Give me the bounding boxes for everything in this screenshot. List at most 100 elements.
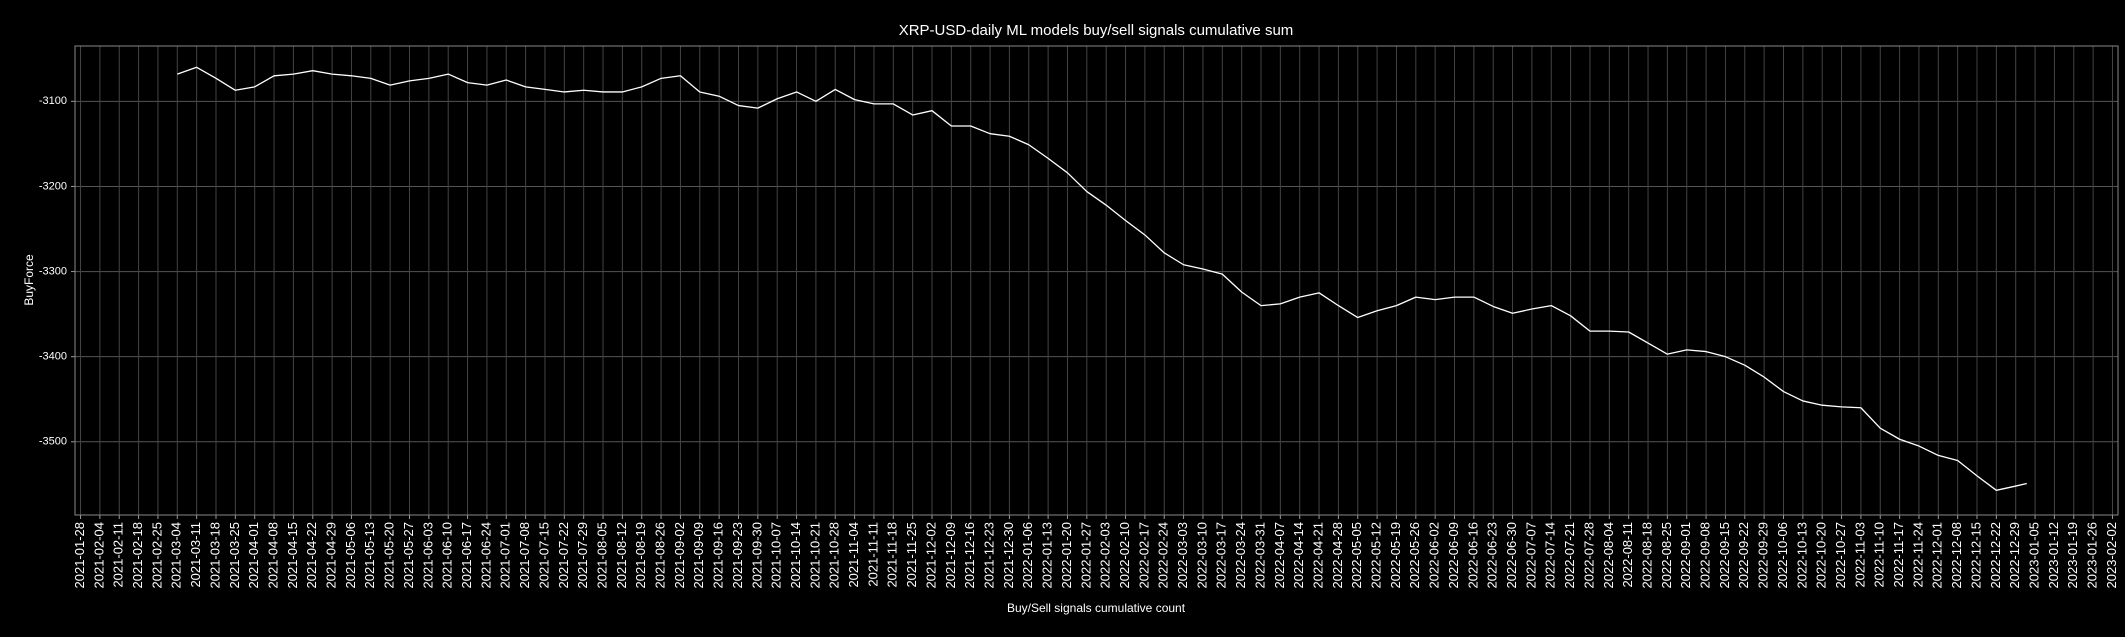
x-tick-label: 2021-03-11 — [188, 522, 203, 588]
x-tick-label: 2021-03-18 — [207, 522, 222, 589]
x-tick-label: 2021-12-23 — [982, 522, 997, 589]
x-tick-label: 2021-07-15 — [536, 522, 551, 589]
x-tick-label: 2022-06-16 — [1465, 522, 1480, 589]
x-tick-label: 2021-05-13 — [362, 522, 377, 589]
x-tick-label: 2021-12-30 — [1001, 522, 1016, 589]
y-tick-label: -3300 — [39, 265, 67, 277]
x-tick-label: 2021-03-04 — [169, 522, 184, 589]
x-tick-label: 2022-11-17 — [1891, 522, 1906, 588]
x-tick-label: 2022-04-07 — [1272, 522, 1287, 589]
x-tick-label: 2021-09-02 — [672, 522, 687, 589]
x-tick-label: 2021-11-04 — [846, 522, 861, 588]
x-tick-label: 2022-10-13 — [1794, 522, 1809, 589]
x-tick-label: 2021-11-18 — [885, 522, 900, 588]
y-tick-label: -3400 — [39, 351, 67, 363]
x-tick-label: 2021-04-08 — [265, 522, 280, 589]
x-tick-label: 2022-12-01 — [1930, 522, 1945, 589]
chart-title: XRP-USD-daily ML models buy/sell signals… — [899, 22, 1294, 39]
x-tick-label: 2022-09-22 — [1736, 522, 1751, 589]
x-tick-label: 2021-02-25 — [149, 522, 164, 589]
x-tick-label: 2022-12-29 — [2007, 522, 2022, 589]
x-tick-label: 2021-04-22 — [304, 522, 319, 589]
x-tick-label: 2021-04-01 — [246, 522, 261, 589]
x-tick-label: 2022-06-30 — [1504, 522, 1519, 589]
x-tick-label: 2021-06-24 — [478, 522, 493, 589]
y-tick-label: -3100 — [39, 95, 67, 107]
x-tick-label: 2021-11-11 — [865, 522, 880, 587]
x-tick-label: 2022-07-07 — [1523, 522, 1538, 589]
x-tick-label: 2022-07-28 — [1581, 522, 1596, 589]
x-tick-label: 2021-07-22 — [556, 522, 571, 589]
x-tick-label: 2022-11-24 — [1910, 522, 1925, 588]
x-tick-label: 2021-02-18 — [130, 522, 145, 589]
x-tick-label: 2022-09-29 — [1756, 522, 1771, 589]
y-tick-label: -3200 — [39, 180, 67, 192]
x-tick-label: 2021-05-20 — [382, 522, 397, 589]
x-tick-label: 2021-09-09 — [691, 522, 706, 589]
x-tick-label: 2022-02-24 — [1156, 522, 1171, 589]
x-tick-label: 2022-09-08 — [1698, 522, 1713, 589]
x-tick-label: 2022-05-26 — [1407, 522, 1422, 589]
x-tick-label: 2022-11-03 — [1852, 522, 1867, 588]
x-tick-label: 2022-02-17 — [1136, 522, 1151, 589]
x-tick-label: 2021-04-15 — [285, 522, 300, 589]
x-tick-label: 2022-12-08 — [1949, 522, 1964, 589]
x-tick-label: 2023-01-05 — [2027, 522, 2042, 589]
x-tick-label: 2023-01-19 — [2065, 522, 2080, 589]
x-tick-label: 2022-08-04 — [1601, 522, 1616, 589]
x-tick-label: 2022-05-05 — [1349, 522, 1364, 589]
x-tick-label: 2021-09-30 — [749, 522, 764, 589]
x-tick-label: 2022-04-28 — [1330, 522, 1345, 589]
x-tick-label: 2022-03-31 — [1252, 522, 1267, 589]
x-tick-label: 2021-10-14 — [788, 522, 803, 589]
x-tick-label: 2022-09-01 — [1678, 522, 1693, 589]
x-tick-label: 2021-08-12 — [614, 522, 629, 589]
x-tick-label: 2021-12-16 — [962, 522, 977, 589]
plot-frame — [74, 45, 2119, 516]
x-tick-label: 2021-02-04 — [91, 522, 106, 589]
x-tick-label: 2022-06-09 — [1446, 522, 1461, 589]
x-tick-label: 2022-01-20 — [1059, 522, 1074, 589]
x-tick-label: 2021-10-21 — [807, 522, 822, 589]
y-axis-label: BuyForce — [22, 254, 36, 306]
x-tick-label: 2022-07-14 — [1543, 522, 1558, 589]
x-tick-label: 2022-08-18 — [1639, 522, 1654, 589]
x-tick-label: 2021-07-29 — [575, 522, 590, 589]
x-tick-label: 2021-02-11 — [111, 522, 126, 588]
x-tick-label: 2022-10-06 — [1775, 522, 1790, 589]
x-tick-label: 2021-12-02 — [923, 522, 938, 589]
x-tick-label: 2021-06-17 — [459, 522, 474, 589]
x-tick-label: 2021-03-25 — [227, 522, 242, 589]
x-tick-label: 2022-10-20 — [1814, 522, 1829, 589]
x-tick-label: 2022-02-10 — [1117, 522, 1132, 589]
x-tick-label: 2021-05-27 — [401, 522, 416, 589]
x-tick-label: 2021-06-10 — [440, 522, 455, 589]
x-tick-label: 2021-08-26 — [653, 522, 668, 589]
x-tick-label: 2022-10-27 — [1833, 522, 1848, 589]
x-tick-label: 2022-01-06 — [1020, 522, 1035, 589]
x-tick-label: 2022-05-12 — [1369, 522, 1384, 589]
x-tick-label: 2022-03-17 — [1214, 522, 1229, 589]
x-tick-label: 2021-11-25 — [904, 522, 919, 588]
y-tick-label: -3500 — [39, 436, 67, 448]
x-tick-label: 2021-12-09 — [943, 522, 958, 589]
x-tick-label: 2021-09-23 — [730, 522, 745, 589]
x-tick-label: 2021-10-07 — [769, 522, 784, 589]
x-tick-label: 2022-06-23 — [1485, 522, 1500, 589]
x-tick-label: 2022-09-15 — [1717, 522, 1732, 589]
x-tick-label: 2021-08-05 — [594, 522, 609, 589]
x-tick-label: 2022-05-19 — [1388, 522, 1403, 589]
x-tick-label: 2022-01-13 — [1040, 522, 1055, 589]
x-tick-label: 2021-08-19 — [633, 522, 648, 589]
x-tick-label: 2021-10-28 — [827, 522, 842, 589]
x-tick-label: 2022-08-11 — [1620, 522, 1635, 588]
x-tick-label: 2022-02-03 — [1098, 522, 1113, 589]
x-tick-label: 2022-11-10 — [1872, 522, 1887, 588]
x-tick-label: 2022-01-27 — [1078, 522, 1093, 589]
x-tick-label: 2023-01-12 — [2046, 522, 2061, 589]
x-tick-label: 2021-07-08 — [517, 522, 532, 589]
x-tick-label: 2022-06-02 — [1427, 522, 1442, 589]
